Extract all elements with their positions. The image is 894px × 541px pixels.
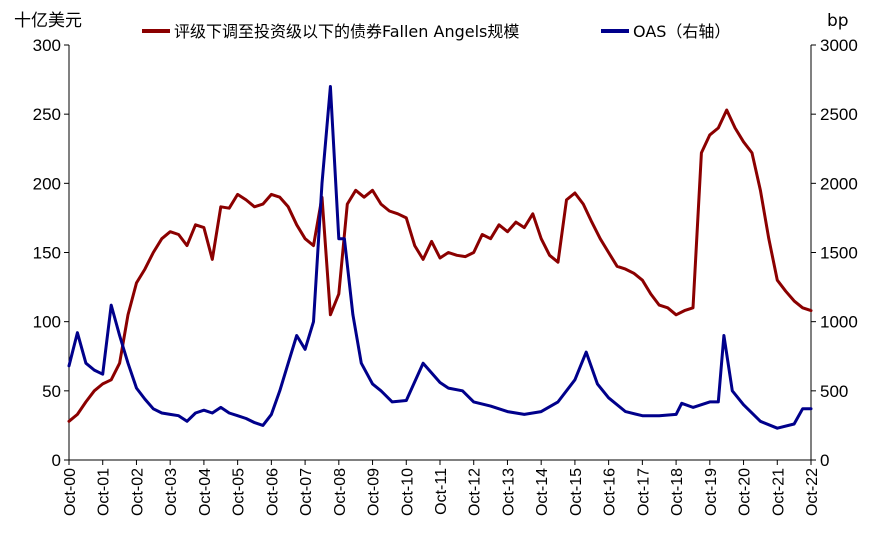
x-tick-label: Oct-09 [366,468,383,516]
series-line-fallen-angels [67,108,813,423]
x-tick-label: Oct-16 [602,468,619,516]
x-tick-label: Oct-12 [467,468,484,516]
x-tick-label: Oct-13 [500,468,517,516]
left-tick-label: 150 [33,244,61,263]
right-tick-label: 2500 [820,105,858,124]
right-tick-label: 1500 [820,244,858,263]
right-tick-label: 1000 [820,313,858,332]
right-tick-label: 500 [820,382,848,401]
left-tick-label: 50 [42,382,61,401]
x-tick-label: Oct-14 [534,468,551,516]
x-tick-label: Oct-04 [197,468,214,516]
right-tick-label: 2000 [820,174,858,193]
x-tick-label: Oct-15 [568,468,585,516]
x-tick-label: Oct-18 [669,468,686,516]
left-tick-label: 200 [33,174,61,193]
right-tick-label: 0 [820,451,829,470]
series-layer [67,85,813,430]
x-tick-label: Oct-06 [264,468,281,516]
left-tick-label: 300 [33,36,61,55]
right-tick-label: 3000 [820,36,858,55]
x-tick-label: Oct-07 [298,468,315,516]
left-tick-label: 250 [33,105,61,124]
left-tick-label: 100 [33,313,61,332]
right-axis-unit: bp [827,11,849,31]
x-tick-label: Oct-02 [129,468,146,516]
x-tick-label: Oct-10 [399,468,416,516]
x-axis-ticks: Oct-00 Oct-01 Oct-02 Oct-03 Oct-04 Oct-05 Oct-… [62,460,821,516]
x-tick-label: Oct-17 [635,468,652,516]
x-tick-label: Oct-00 [62,468,79,516]
legend: 评级下调至投资级以下的债券Fallen Angels规模 OAS（右轴） [142,22,730,41]
x-tick-label: Oct-08 [332,468,349,516]
x-tick-label: Oct-01 [96,468,113,516]
x-tick-label: Oct-05 [231,468,248,516]
left-axis-unit: 十亿美元 [14,11,82,31]
x-tick-label: Oct-20 [737,468,754,516]
series-line-oas [67,85,813,430]
legend-label-fallen-angels: 评级下调至投资级以下的债券Fallen Angels规模 [174,22,519,41]
x-tick-label: Oct-21 [770,468,787,516]
left-axis-ticks: 0 50 100 150 200 250 300 [33,36,69,470]
legend-label-oas: OAS（右轴） [633,22,730,41]
x-tick-label: Oct-19 [703,468,720,516]
right-axis-ticks: 0 500 1000 1500 2000 2500 3000 [811,36,858,470]
x-tick-label: Oct-03 [163,468,180,516]
x-tick-label: Oct-11 [433,468,450,515]
x-tick-label: Oct-22 [804,468,821,516]
left-tick-label: 0 [52,451,61,470]
